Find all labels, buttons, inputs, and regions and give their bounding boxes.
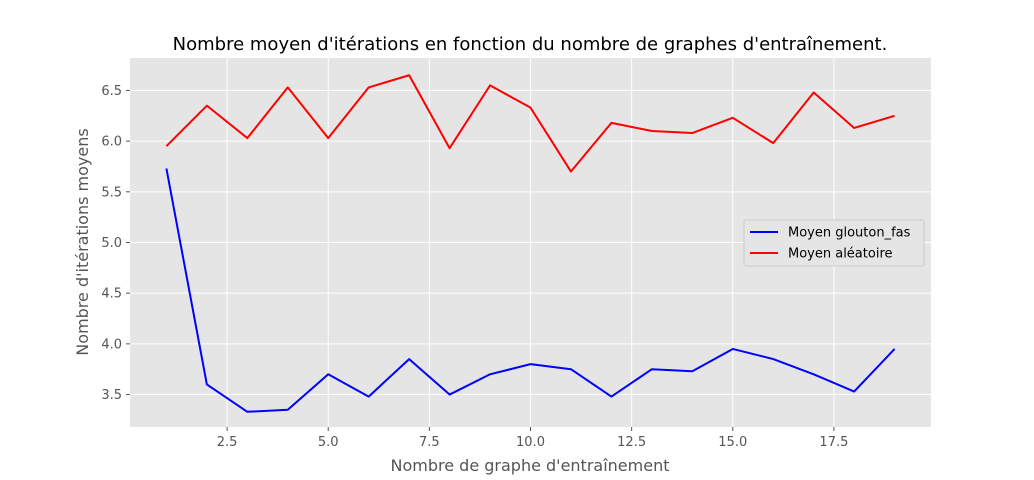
y-tick-label: 5.0	[101, 236, 122, 251]
y-axis-ticks: 3.5 4.0 4.5 5.0 5.5 6.0 6.5	[101, 84, 130, 403]
legend-box	[743, 219, 925, 267]
x-tick-label: 2.5	[217, 435, 238, 450]
series-line-1	[165, 74, 895, 173]
legend-label: Moyen glouton_fas	[788, 226, 911, 241]
x-tick-label: 7.5	[419, 435, 440, 450]
y-tick-label: 4.0	[101, 337, 122, 352]
y-tick-label: 6.0	[101, 135, 122, 150]
y-tick-label: 5.5	[101, 185, 122, 200]
x-axis-label: Nombre de graphe d'entraînement	[391, 456, 670, 475]
x-tick-label: 15.0	[718, 435, 747, 450]
y-axis-label: Nombre d'itérations moyens	[73, 128, 92, 355]
x-tick-label: 10.0	[516, 435, 545, 450]
series-line-0	[165, 168, 896, 413]
y-tick-label: 4.5	[101, 287, 122, 302]
series-lines	[165, 74, 896, 413]
y-tick-label: 6.5	[101, 84, 122, 99]
legend: Moyen glouton_fas Moyen aléatoire	[743, 219, 925, 267]
legend-label: Moyen aléatoire	[788, 247, 893, 262]
x-tick-label: 5.0	[318, 435, 339, 450]
x-tick-label: 12.5	[617, 435, 646, 450]
x-axis-ticks: 2.5 5.0 7.5 10.0 12.5 15.0 17.5	[217, 427, 848, 450]
y-tick-label: 3.5	[101, 388, 122, 403]
x-tick-label: 17.5	[819, 435, 848, 450]
chart-title: Nombre moyen d'itérations en fonction du…	[173, 34, 888, 55]
